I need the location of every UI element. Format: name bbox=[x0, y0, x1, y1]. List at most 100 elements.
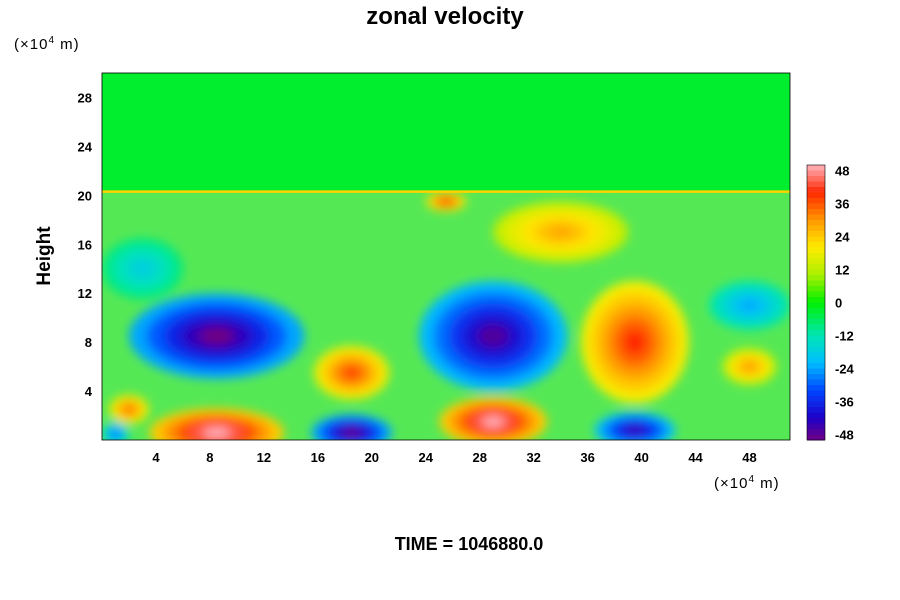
x-axis-ticks: 4 8 12 16 20 24 28 32 36 40 44 48 bbox=[152, 450, 756, 465]
colorbar-bin bbox=[807, 269, 825, 276]
colorbar-bin bbox=[807, 275, 825, 281]
colorbar-tick-label: -48 bbox=[835, 428, 854, 443]
colorbar-bin bbox=[807, 390, 825, 397]
colorbar-bin bbox=[807, 418, 825, 424]
field-contour bbox=[547, 225, 575, 239]
upper-layer bbox=[102, 73, 790, 192]
colorbar-bin bbox=[807, 396, 825, 402]
colorbar-bin bbox=[807, 286, 825, 292]
colorbar-tick-label: -36 bbox=[835, 395, 854, 410]
y-tick-label: 20 bbox=[78, 188, 92, 203]
plot-area bbox=[102, 73, 790, 440]
field-contour bbox=[441, 199, 451, 204]
colorbar-bin bbox=[807, 407, 825, 413]
colorbar-bin bbox=[807, 258, 825, 265]
colorbar-bin bbox=[807, 335, 825, 342]
colorbar-bin bbox=[807, 313, 825, 320]
chart-title: zonal velocity bbox=[366, 3, 524, 30]
field-contour bbox=[626, 426, 643, 434]
colorbar-bin bbox=[807, 429, 825, 435]
field-feature bbox=[313, 345, 390, 400]
colorbar-tick-label: 0 bbox=[835, 296, 842, 311]
colorbar-bin bbox=[807, 374, 825, 380]
field-contour bbox=[124, 406, 134, 413]
colorbar-bin bbox=[807, 225, 825, 232]
x-tick-label: 24 bbox=[419, 450, 434, 465]
colorbar-bin bbox=[807, 357, 825, 364]
field-feature bbox=[102, 421, 129, 440]
colorbar-bin bbox=[807, 264, 825, 270]
colorbar-bin bbox=[807, 297, 825, 303]
x-axis-unit-label: (×104 m) bbox=[714, 474, 780, 492]
time-label: TIME = 1046880.0 bbox=[395, 534, 544, 554]
x-tick-label: 16 bbox=[311, 450, 325, 465]
field-contour bbox=[741, 300, 758, 311]
colorbar-bin bbox=[807, 220, 825, 226]
y-tick-label: 12 bbox=[78, 286, 92, 301]
field-contour bbox=[112, 431, 119, 437]
colorbar-bin bbox=[807, 165, 825, 171]
x-tick-label: 28 bbox=[472, 450, 486, 465]
x-tick-label: 12 bbox=[257, 450, 271, 465]
colorbar-bin bbox=[807, 170, 825, 177]
colorbar-bin bbox=[807, 385, 825, 391]
x-tick-label: 48 bbox=[742, 450, 756, 465]
colorbar-bin bbox=[807, 198, 825, 204]
colorbar-ticks: 48 36 24 12 0 -12 -24 -36 -48 bbox=[835, 164, 855, 443]
field-contour bbox=[134, 262, 151, 275]
colorbar-tick-label: 48 bbox=[835, 164, 849, 179]
colorbar-bin bbox=[807, 302, 825, 309]
field-feature bbox=[709, 280, 790, 330]
field-contour bbox=[744, 362, 755, 371]
colorbar-bin bbox=[807, 368, 825, 375]
colorbar-bin bbox=[807, 187, 825, 193]
y-axis-label: Height bbox=[34, 226, 55, 286]
field-feature bbox=[128, 293, 305, 379]
colorbar-bin bbox=[807, 192, 825, 199]
x-tick-label: 20 bbox=[365, 450, 379, 465]
x-tick-label: 44 bbox=[688, 450, 703, 465]
field-contour bbox=[624, 329, 646, 355]
colorbar-tick-label: -24 bbox=[835, 362, 855, 377]
field-feature bbox=[149, 408, 285, 440]
field-feature bbox=[311, 414, 393, 440]
colorbar-bin bbox=[807, 379, 825, 386]
colorbar-bin bbox=[807, 242, 825, 248]
colorbar-bin bbox=[807, 434, 825, 441]
field-feature bbox=[419, 280, 568, 392]
colorbar-bin bbox=[807, 203, 825, 210]
field-contour bbox=[478, 325, 509, 348]
colorbar-bin bbox=[807, 401, 825, 408]
colorbar-tick-label: 24 bbox=[835, 230, 850, 245]
colorbar-bin bbox=[807, 341, 825, 347]
colorbar-bin bbox=[807, 253, 825, 259]
x-tick-label: 32 bbox=[526, 450, 540, 465]
colorbar-bin bbox=[807, 231, 825, 237]
field-contour bbox=[344, 367, 360, 379]
y-tick-label: 16 bbox=[78, 237, 92, 252]
field-feature bbox=[580, 280, 689, 404]
colorbar-bin bbox=[807, 308, 825, 314]
field-contour bbox=[203, 427, 231, 438]
colorbar-bin bbox=[807, 176, 825, 182]
velocity-field bbox=[102, 191, 790, 440]
colorbar-bin bbox=[807, 181, 825, 188]
field-feature bbox=[439, 397, 548, 440]
x-tick-label: 4 bbox=[152, 450, 160, 465]
field-feature bbox=[102, 238, 183, 300]
field-feature bbox=[594, 411, 676, 440]
colorbar-bin bbox=[807, 423, 825, 430]
colorbar bbox=[806, 164, 826, 441]
colorbar-bin bbox=[807, 214, 825, 221]
y-tick-label: 24 bbox=[78, 139, 93, 154]
y-axis-unit-label: (×104 m) bbox=[14, 35, 80, 53]
colorbar-bin bbox=[807, 319, 825, 325]
colorbar-bin bbox=[807, 346, 825, 353]
field-feature bbox=[722, 348, 777, 385]
colorbar-frame bbox=[806, 164, 826, 441]
colorbar-bin bbox=[807, 363, 825, 369]
field-feature bbox=[425, 191, 467, 212]
colorbar-bin bbox=[807, 352, 825, 358]
colorbar-tick-label: 12 bbox=[835, 263, 849, 278]
colorbar-bin bbox=[807, 324, 825, 331]
